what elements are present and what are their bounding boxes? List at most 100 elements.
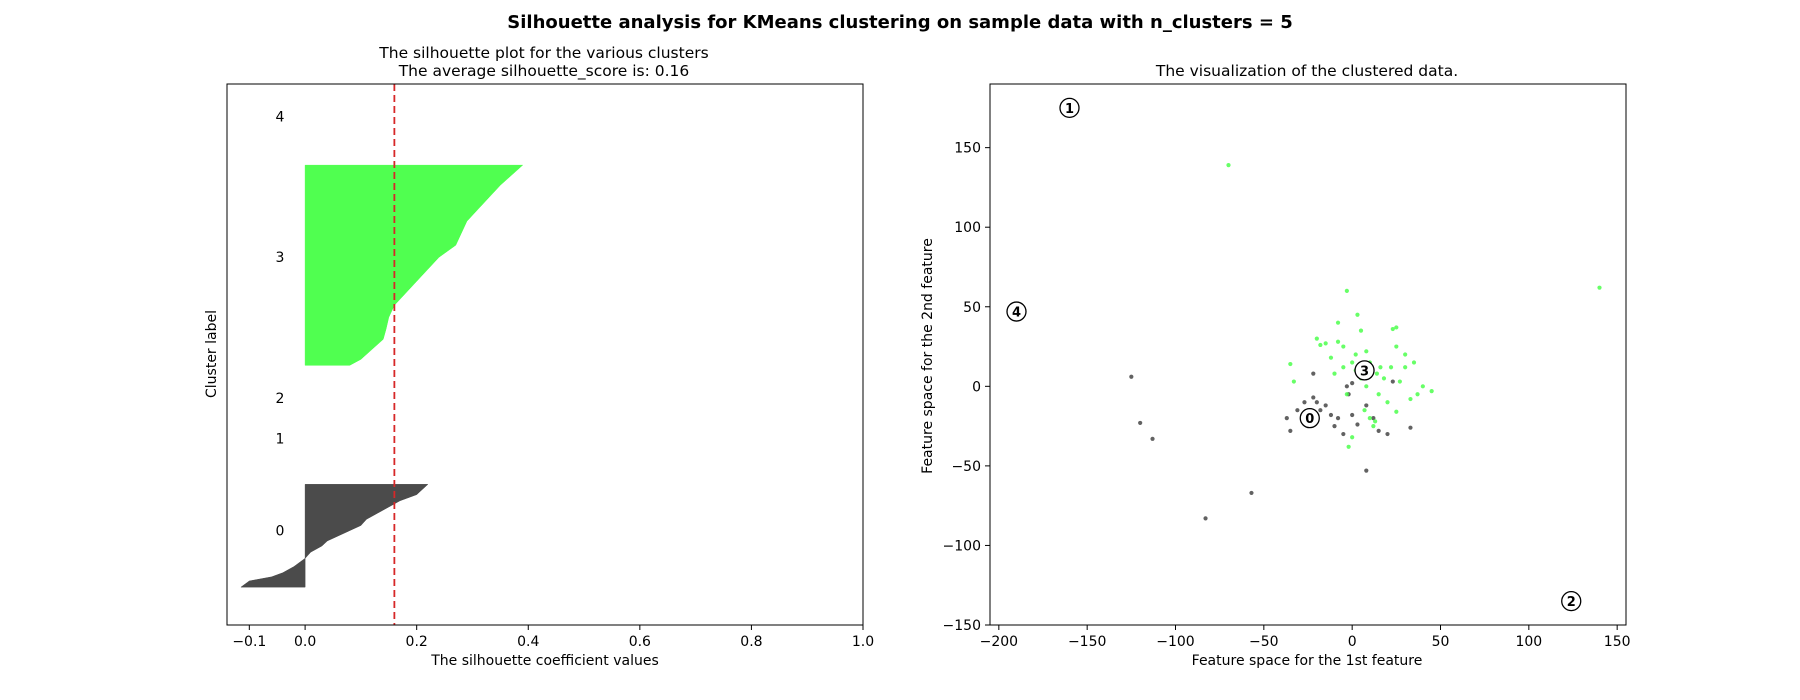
y-tick-label: 150 [954, 141, 981, 157]
data-point-cluster-3 [1381, 376, 1387, 381]
data-point-cluster-3 [1323, 341, 1328, 346]
cluster-center-label-1: 1 [1065, 102, 1074, 117]
y-tick-label: −100 [943, 538, 981, 554]
data-point-cluster-3 [1346, 444, 1351, 449]
scatter-plot-title: The visualization of the clustered data. [1155, 62, 1458, 80]
data-point-cluster-3 [1378, 365, 1383, 370]
data-point-cluster-3 [1374, 371, 1379, 376]
data-point-cluster-3 [1403, 365, 1408, 370]
data-point-cluster-0 [1350, 381, 1355, 386]
cluster-center-marker-2 [1561, 590, 1582, 612]
data-point-cluster-3 [1332, 371, 1337, 376]
silhouette-area-cluster-3 [304, 164, 524, 366]
x-tick-label: 50 [1432, 634, 1450, 650]
data-point-cluster-0 [1288, 428, 1293, 433]
data-point-cluster-0 [1341, 431, 1346, 437]
x-tick-label: 0.6 [629, 634, 651, 650]
data-point-cluster-0 [1284, 416, 1289, 421]
y-tick-label: −150 [943, 618, 981, 634]
x-tick-label: −100 [1156, 634, 1194, 650]
data-point-cluster-0 [1364, 468, 1369, 473]
scatter-axis-ticks: −200 −150 −100 −50 0 50 100 150−150−100−5005010… [943, 141, 1631, 650]
data-point-cluster-0 [1364, 403, 1369, 408]
cluster-label-1: 1 [276, 431, 285, 447]
data-point-cluster-3 [1362, 408, 1367, 413]
x-tick-label: 0.4 [517, 634, 539, 650]
data-point-cluster-0 [1314, 400, 1319, 405]
data-point-cluster-3 [1314, 336, 1319, 341]
data-point-cluster-0 [1311, 395, 1316, 400]
data-point-cluster-0 [1350, 412, 1355, 418]
data-point-cluster-0 [1203, 516, 1208, 521]
data-point-cluster-3 [1597, 285, 1602, 290]
cluster-label-2: 2 [276, 391, 285, 407]
data-point-cluster-3 [1408, 396, 1413, 402]
data-point-cluster-3 [1364, 384, 1369, 389]
y-tick-label: −50 [951, 459, 981, 475]
data-point-cluster-0 [1302, 400, 1307, 405]
cluster-center-marker-4 [1006, 301, 1027, 322]
data-point-cluster-3 [1371, 424, 1376, 429]
data-point-cluster-3 [1429, 388, 1434, 394]
data-point-cluster-3 [1376, 392, 1381, 397]
y-tick-label: 0 [972, 379, 981, 395]
data-point-cluster-0 [1408, 425, 1413, 430]
data-point-cluster-0 [1249, 490, 1254, 496]
data-point-cluster-0 [1323, 403, 1328, 408]
data-point-cluster-3 [1397, 379, 1402, 384]
data-point-cluster-0 [1344, 384, 1349, 389]
silhouette-plot-frame [226, 83, 864, 626]
silhouette-plot: The silhouette plot for the various clus… [204, 44, 874, 669]
silhouette-x-label: The silhouette coefficient values [430, 653, 659, 669]
data-point-cluster-3 [1394, 325, 1399, 330]
data-point-cluster-3 [1350, 360, 1355, 365]
data-point-cluster-3 [1358, 328, 1364, 333]
silhouette-areas [240, 164, 524, 588]
data-point-cluster-0 [1138, 420, 1143, 426]
data-point-cluster-3 [1344, 288, 1349, 293]
x-tick-label: 150 [1604, 634, 1631, 650]
data-point-cluster-3 [1394, 409, 1399, 414]
x-tick-label: −200 [980, 634, 1018, 650]
cluster-center-marker-0 [1299, 407, 1320, 429]
cluster-center-marker-1 [1059, 97, 1080, 119]
figure-suptitle: Silhouette analysis for KMeans clusterin… [507, 12, 1292, 33]
data-point-cluster-3 [1335, 339, 1341, 344]
data-point-cluster-0 [1390, 379, 1395, 384]
x-tick-label: 0.0 [294, 634, 316, 650]
data-point-cluster-3 [1350, 435, 1355, 440]
cluster-centers: 0 1 2 3 4 [1006, 97, 1582, 612]
scatter-y-label: Feature space for the 2nd feature [920, 238, 936, 474]
data-point-cluster-3 [1335, 320, 1341, 325]
data-point-cluster-3 [1367, 416, 1372, 421]
data-point-cluster-0 [1328, 412, 1334, 418]
data-point-cluster-3 [1355, 312, 1360, 317]
data-point-cluster-3 [1388, 365, 1394, 370]
cluster-label-3: 3 [276, 250, 285, 266]
x-tick-label: 0.8 [740, 634, 762, 650]
data-point-cluster-3 [1415, 392, 1420, 397]
x-tick-label: −150 [1068, 634, 1106, 650]
data-point-cluster-0 [1335, 416, 1341, 421]
x-tick-label: −50 [1249, 634, 1279, 650]
silhouette-x-ticks: −0.1 0.0 0.2 0.4 0.6 0.8 1.0 [232, 625, 874, 650]
silhouette-y-label: Cluster label [204, 310, 220, 398]
data-point-cluster-3 [1291, 379, 1296, 384]
data-point-cluster-3 [1288, 361, 1293, 367]
data-point-cluster-0 [1318, 408, 1323, 413]
x-tick-label: 1.0 [852, 634, 874, 650]
data-point-cluster-3 [1341, 344, 1346, 349]
data-point-cluster-0 [1371, 416, 1376, 421]
data-point-cluster-3 [1226, 163, 1231, 168]
data-point-cluster-0 [1332, 424, 1337, 429]
cluster-center-label-3: 3 [1360, 364, 1369, 379]
cluster-scatter-plot: The visualization of the clustered data.… [920, 62, 1631, 669]
data-point-cluster-0 [1295, 408, 1300, 413]
cluster-center-marker-3 [1354, 360, 1375, 381]
data-point-cluster-3 [1353, 352, 1358, 357]
data-point-cluster-0 [1376, 428, 1381, 433]
data-point-cluster-3 [1373, 419, 1378, 424]
data-point-cluster-0 [1385, 431, 1390, 437]
cluster-center-label-2: 2 [1567, 595, 1576, 610]
